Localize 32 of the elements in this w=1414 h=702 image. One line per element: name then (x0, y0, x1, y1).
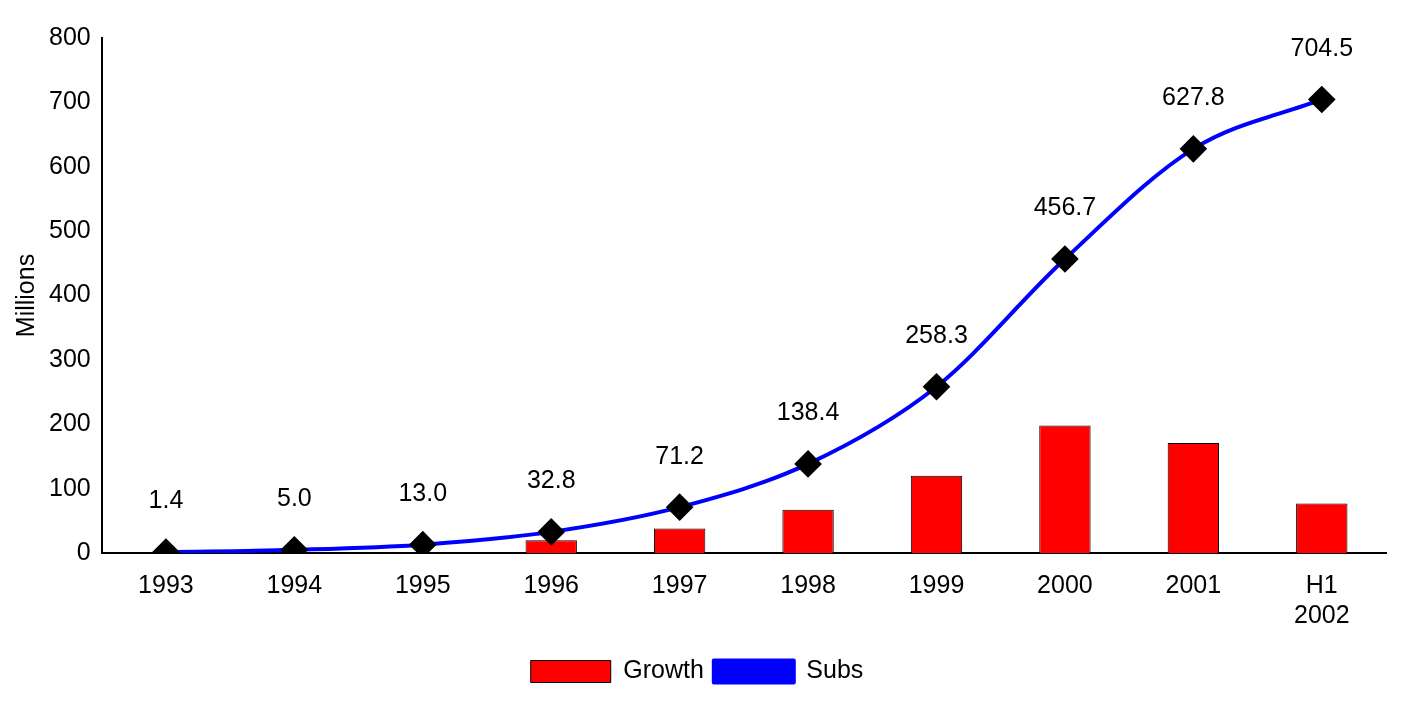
x-tick-label: 1993 (138, 569, 194, 598)
x-tick-label: 1998 (780, 569, 836, 598)
y-tick-label: 400 (48, 279, 91, 308)
y-tick-label: 700 (48, 86, 91, 115)
x-tick-label: 2000 (1037, 569, 1093, 598)
data-label: 13.0 (398, 478, 448, 507)
data-label: 456.7 (1033, 192, 1097, 221)
data-label: 704.5 (1290, 32, 1354, 61)
y-axis-title: Millions (10, 253, 39, 338)
y-tick-label: 100 (48, 472, 91, 501)
data-label: 138.4 (776, 397, 840, 426)
y-tick-label: 500 (48, 215, 91, 244)
x-tick-label: 1994 (266, 569, 323, 598)
x-tick-label: 1999 (908, 569, 965, 598)
x-tick-label: 2001 (1165, 569, 1222, 598)
y-tick-label: 0 (76, 536, 91, 565)
y-tick-label: 800 (48, 21, 91, 50)
legend-label: Growth (623, 655, 704, 684)
data-label: 627.8 (1162, 82, 1225, 111)
y-tick-label: 300 (48, 343, 91, 372)
y-tick-label: 600 (48, 150, 91, 179)
data-label: 5.0 (276, 483, 312, 512)
x-tick-label: 1997 (651, 569, 708, 598)
x-tick-label: H1 2002 (1293, 569, 1350, 628)
legend-label: Subs (806, 655, 864, 684)
data-label: 1.4 (148, 485, 184, 514)
x-tick-label: 1996 (523, 569, 580, 598)
data-label: 71.2 (655, 440, 704, 469)
x-tick-label: 1995 (394, 569, 451, 598)
data-label: 258.3 (905, 320, 968, 349)
y-tick-label: 200 (48, 408, 91, 437)
data-label: 32.8 (526, 465, 576, 494)
